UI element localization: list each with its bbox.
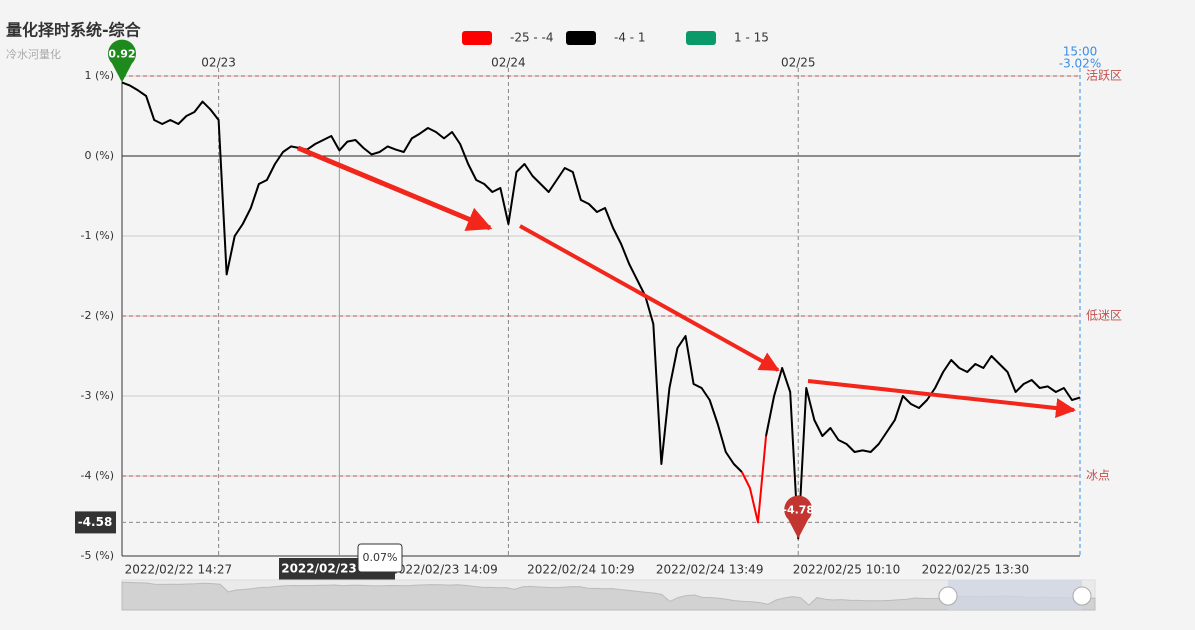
annotation-arrows — [297, 145, 1076, 418]
x-tick-label: 2022/02/23 14:09 — [390, 563, 498, 577]
mark-point — [108, 39, 137, 83]
pointer-y-box — [75, 511, 116, 534]
pointer-x-label: 2022/02/23 — [281, 562, 357, 576]
x-tick-label: 2022/02/24 10:29 — [527, 563, 635, 577]
y-tick-label: -4 (%) — [81, 469, 115, 482]
mark-line-label: 活跃区 — [1086, 69, 1122, 83]
y-tick-label: -2 (%) — [81, 309, 115, 322]
x-tick-label: 2022/02/25 13:30 — [922, 563, 1030, 577]
mark-point-label: 0.92 — [108, 47, 135, 60]
last-value-label: -3.02% — [1059, 57, 1101, 71]
chart-title: 量化择时系统-综合 — [6, 21, 142, 40]
zoom-handle[interactable] — [938, 586, 958, 606]
top-tick-label: 15:00 — [1063, 45, 1098, 59]
pointer-y-label: -4.58 — [78, 515, 113, 529]
y-tick-label: -3 (%) — [81, 389, 115, 402]
tooltip-box — [357, 543, 403, 573]
y-tick-label: -5 (%) — [81, 549, 115, 562]
zoom-handle[interactable] — [1072, 586, 1092, 606]
x-tick-label: 2022/02/22 14:27 — [125, 563, 233, 577]
arrow — [519, 224, 780, 372]
y-tick-label: 1 (%) — [84, 69, 114, 82]
legend-swatch[interactable] — [462, 31, 492, 45]
arrow — [807, 379, 1076, 418]
top-tick-label: 02/24 — [491, 56, 526, 70]
y-tick-label: -1 (%) — [81, 229, 115, 242]
data-zoom[interactable] — [121, 579, 1096, 611]
legend-label: 1 - 15 — [734, 31, 769, 45]
top-tick-label: 02/25 — [781, 56, 816, 70]
arrow — [297, 145, 493, 231]
legend-swatch[interactable] — [686, 31, 716, 45]
mark-point — [784, 495, 813, 539]
chart-subtitle: 冷水河量化 — [6, 47, 61, 61]
legend-label: -4 - 1 — [614, 31, 646, 45]
series-line — [121, 81, 743, 473]
tooltip-label: 0.07% — [363, 551, 398, 564]
plot: 1 (%) 0 (%) -1 (%) -2 (%) -3 (%) -4 (%) -5 (%)… — [75, 39, 1122, 580]
mark-line-label: 低迷区 — [1086, 309, 1122, 323]
series-line — [740, 435, 768, 524]
zoom-window[interactable] — [948, 580, 1082, 610]
legend-swatch[interactable] — [566, 31, 596, 45]
legend-label: -25 - -4 — [510, 31, 554, 45]
x-tick-label: 2022/02/25 10:10 — [793, 563, 901, 577]
x-tick-label: 2022/02/24 13:49 — [656, 563, 764, 577]
mark-point-label: -4.78 — [782, 503, 814, 516]
top-tick-label: 02/23 — [201, 56, 236, 70]
mark-line-label: 冰点 — [1086, 469, 1110, 483]
series-line — [765, 355, 1081, 540]
y-tick-label: 0 (%) — [84, 149, 114, 162]
